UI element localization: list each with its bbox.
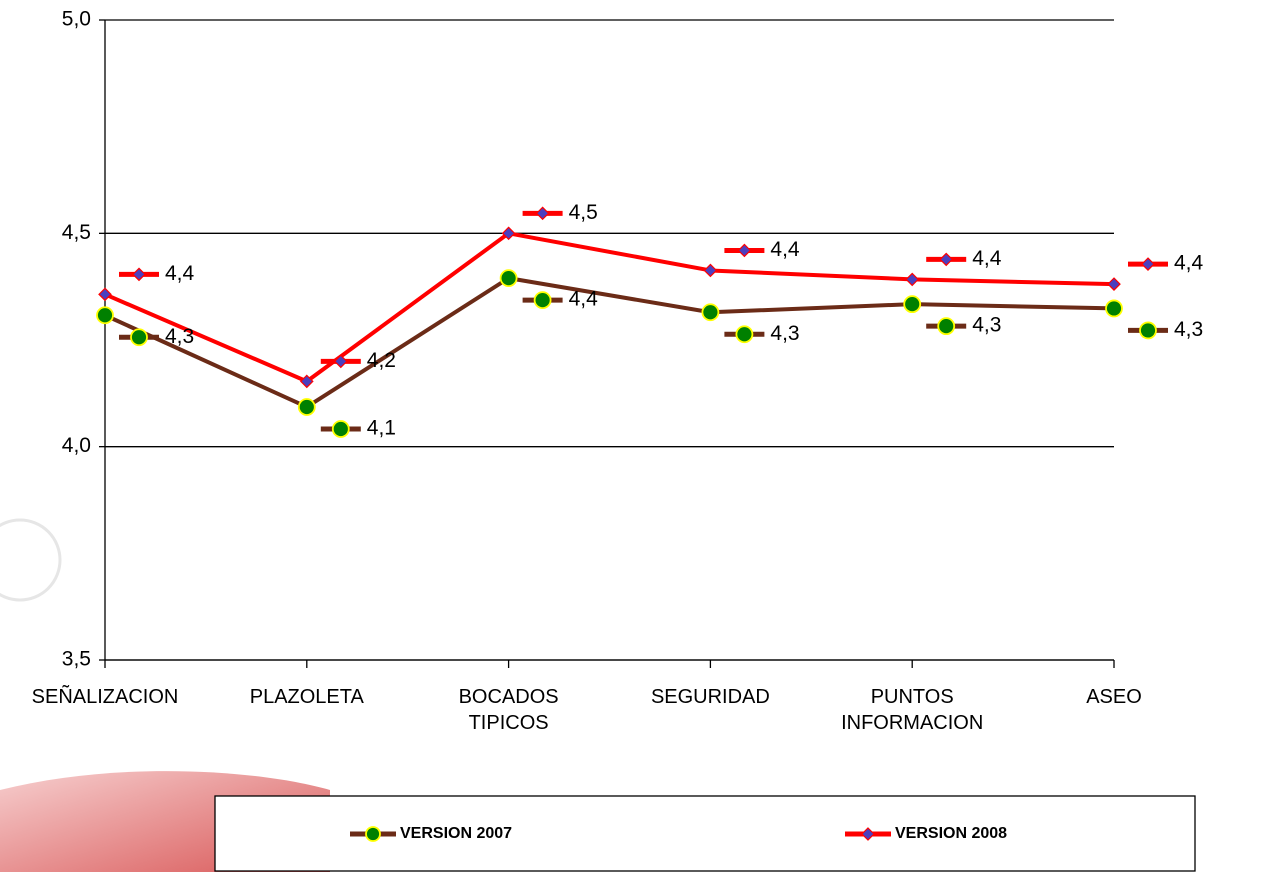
y-tick-label: 3,5 — [62, 648, 91, 671]
legend-label: VERSION 2007 — [400, 825, 512, 842]
marker — [737, 243, 752, 258]
x-tick-label: SEGURIDAD — [650, 686, 770, 708]
marker — [937, 317, 956, 336]
marker — [297, 398, 316, 416]
data-label: 4,3 — [770, 322, 799, 345]
data-label: 4,4 — [770, 238, 800, 261]
marker — [1141, 257, 1155, 271]
marker — [331, 420, 350, 438]
marker — [535, 206, 550, 221]
data-label: 4,4 — [972, 247, 1002, 270]
data-label: 4,5 — [569, 201, 598, 224]
x-tick-label: PLAZOLETA — [249, 686, 364, 708]
legend-label: VERSION 2008 — [895, 825, 1007, 842]
y-tick-label: 4,0 — [62, 434, 91, 457]
series-line — [104, 231, 1115, 384]
marker — [905, 272, 920, 287]
data-label: 4,3 — [165, 325, 194, 348]
data-label: 4,3 — [972, 314, 1001, 337]
marker — [98, 287, 112, 302]
marker — [501, 226, 516, 241]
marker — [861, 827, 875, 841]
data-label: 4,4 — [569, 288, 599, 311]
data-label: 4,4 — [165, 262, 195, 285]
x-tick-label: BOCADOS TIPICOS — [458, 686, 559, 734]
x-tick-label: SEÑALIZACION — [31, 686, 179, 708]
x-tick-label: PUNTOS INFORMACION — [841, 686, 984, 734]
marker — [499, 269, 518, 288]
y-tick-label: 5,0 — [62, 8, 91, 31]
marker — [1105, 299, 1123, 318]
x-tick-label: ASEO — [1086, 686, 1142, 708]
marker — [96, 306, 114, 325]
marker — [533, 291, 552, 310]
marker — [365, 826, 381, 842]
data-label: 4,2 — [367, 349, 396, 372]
y-tick-label: 4,5 — [62, 221, 91, 244]
marker — [703, 263, 718, 278]
marker — [132, 267, 146, 282]
marker — [939, 252, 954, 267]
marker — [1139, 321, 1157, 340]
marker — [735, 325, 754, 344]
marker — [299, 374, 314, 389]
background-decoration — [0, 518, 62, 602]
series-line — [104, 276, 1115, 409]
data-label: 4,1 — [367, 417, 396, 440]
marker — [130, 328, 148, 347]
marker — [701, 303, 720, 322]
data-label: 4,3 — [1174, 318, 1203, 341]
data-label: 4,4 — [1174, 252, 1204, 275]
marker — [333, 354, 348, 369]
marker — [903, 295, 922, 314]
marker — [1107, 277, 1121, 291]
